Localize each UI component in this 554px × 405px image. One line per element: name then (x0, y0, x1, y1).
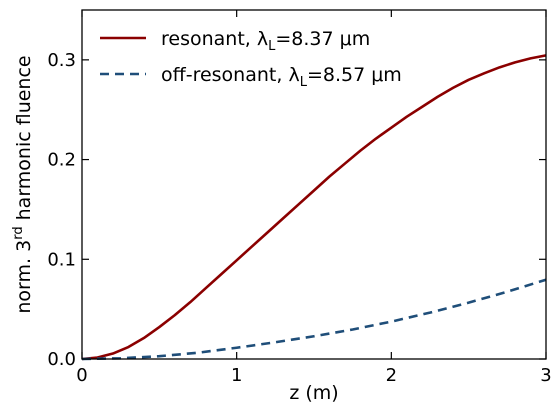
x-tick-label: 1 (231, 365, 242, 386)
ticks-layer (81, 10, 547, 360)
legend-label-off-resonant: off-resonant, λL=8.57 μm (161, 64, 402, 90)
labels-layer: 0 1 2 3 0.0 0.1 0.2 0.3 z (m) norm. 3rd harmonic … (11, 50, 552, 404)
series-line-off-resonant (81, 278, 547, 361)
x-tick-label: 0 (76, 365, 87, 386)
y-tick-label: 0.1 (47, 249, 76, 270)
y-tick-label: 0.2 (47, 150, 76, 171)
y-axis-label: norm. 3rd harmonic fluence (11, 55, 35, 313)
x-tick-label: 2 (386, 365, 397, 386)
series-line-resonant (81, 54, 547, 361)
series-layer (81, 54, 547, 361)
legend-label-resonant: resonant, λL=8.37 μm (161, 28, 370, 54)
y-tick-label: 0.0 (47, 349, 76, 370)
y-tick-label: 0.3 (47, 50, 76, 71)
x-tick-label: 3 (540, 365, 551, 386)
plot-frame (81, 9, 547, 360)
x-axis-label: z (m) (289, 382, 338, 404)
legend: resonant, λL=8.37 μm off-resonant, λL=8.5… (100, 28, 402, 90)
